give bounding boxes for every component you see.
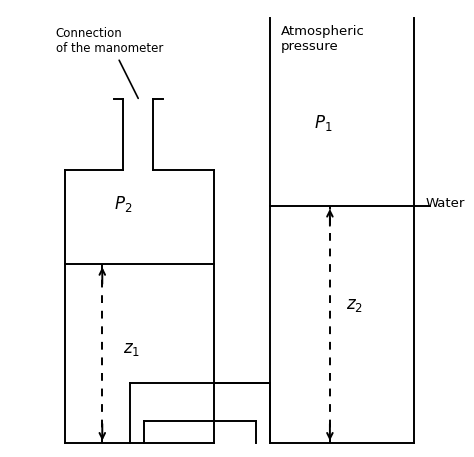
Text: P$_1$: P$_1$ [314,113,332,133]
Text: Atmospheric
pressure: Atmospheric pressure [281,25,365,53]
Text: Water: Water [425,197,465,210]
Text: Connection
of the manometer: Connection of the manometer [56,27,163,98]
Text: z$_1$: z$_1$ [123,340,140,358]
Text: z$_2$: z$_2$ [346,296,364,314]
Text: P$_2$: P$_2$ [114,194,132,214]
